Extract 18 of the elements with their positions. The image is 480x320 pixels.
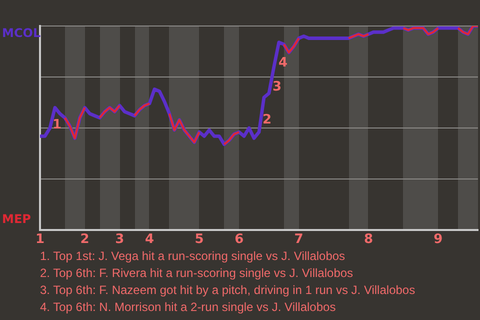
text: 2. Top 6th: F. Rivera hit a run-scoring single vs J. Villalobos — [40, 265, 354, 282]
annotation: 4 — [278, 55, 288, 70]
annotation: 2 — [262, 112, 272, 128]
x-tick-label: 4 — [144, 232, 154, 248]
annotation: 3 — [272, 79, 282, 94]
x-tick-label: 8 — [364, 232, 374, 248]
x-tick-label: 3 — [115, 232, 124, 248]
x-tick-label: 5 — [194, 232, 204, 248]
x-tick-label: 7 — [294, 232, 304, 248]
text: MEP — [2, 212, 32, 226]
annotation: 1 — [52, 117, 62, 132]
x-tick-label: 9 — [434, 232, 443, 248]
x-tick-label: 6 — [234, 232, 244, 248]
text: 3. Top 6th: F. Nazeem got hit by a pitch, driving in 1 run vs J. Villalobos — [40, 282, 416, 299]
x-tick-label: 2 — [80, 232, 90, 248]
text: 1. Top 1st: J. Vega hit a run-scoring single vs J. Villalobos — [40, 248, 346, 265]
text: 4. Top 6th: N. Morrison hit a 2-run single vs J. Villalobos — [40, 299, 337, 316]
x-tick-label: 1 — [35, 232, 45, 248]
